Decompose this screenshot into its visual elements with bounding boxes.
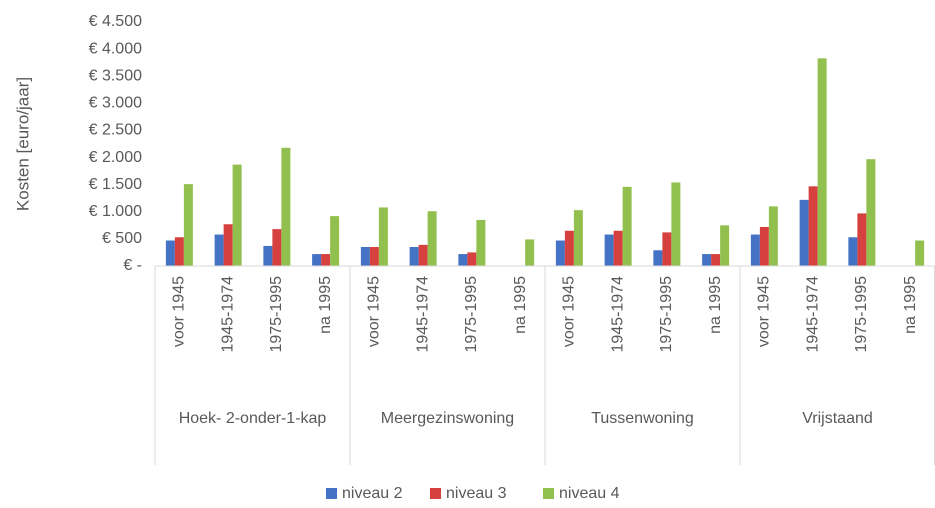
legend-swatch (326, 488, 337, 499)
bar (183, 184, 193, 266)
bar (427, 211, 437, 266)
bar (165, 240, 175, 266)
y-tick-label: € 2.000 (89, 149, 142, 166)
y-tick-label: € 3.000 (89, 95, 142, 112)
y-tick-label: € 500 (102, 230, 142, 247)
y-tick-label: € - (123, 257, 142, 274)
bar (174, 237, 184, 266)
x-tick-label: 1975-1995 (268, 276, 285, 353)
legend-label: niveau 2 (342, 485, 403, 502)
group-label: Hoek- 2-onder-1-kap (178, 410, 327, 427)
bar (409, 247, 419, 266)
y-tick-label: € 1.000 (89, 203, 142, 220)
bar (573, 210, 583, 266)
y-tick-label: € 2.500 (89, 122, 142, 139)
bar (613, 230, 623, 266)
x-tick-label: 1975-1995 (463, 276, 480, 353)
bar (866, 159, 876, 266)
bar (848, 237, 858, 266)
bar (330, 216, 340, 266)
x-tick-label: na 1995 (317, 276, 334, 334)
y-axis-label: Kosten [euro/jaar] (13, 77, 32, 211)
x-tick-label: voor 1945 (561, 276, 578, 347)
bar (418, 244, 428, 266)
bar (915, 240, 925, 266)
x-tick-label: na 1995 (902, 276, 919, 334)
bar (458, 254, 468, 266)
x-tick-label: 1975-1995 (853, 276, 870, 353)
bar (281, 147, 291, 266)
bar (378, 207, 388, 266)
x-tick-label: na 1995 (512, 276, 529, 334)
bar (817, 58, 827, 266)
legend-swatch (543, 488, 554, 499)
bar (799, 199, 809, 266)
bar (622, 186, 632, 266)
bar (476, 219, 486, 266)
x-tick-label: 1945-1974 (609, 276, 626, 353)
bar (312, 254, 322, 266)
bar (720, 225, 730, 266)
x-tick-label: 1975-1995 (658, 276, 675, 353)
bar (653, 250, 663, 266)
bar (564, 230, 574, 266)
bar (232, 164, 242, 266)
group-label: Meergezinswoning (380, 410, 515, 427)
bar (768, 206, 778, 266)
bar (671, 182, 681, 266)
bar (321, 254, 331, 266)
y-tick-label: € 4.500 (89, 13, 142, 30)
legend-label: niveau 4 (559, 485, 620, 502)
bar (272, 229, 282, 266)
bar (604, 234, 614, 266)
bar (467, 252, 477, 266)
bar (369, 247, 379, 266)
bar (360, 247, 370, 266)
x-tick-label: 1945-1974 (219, 276, 236, 353)
group-label: Tussenwoning (591, 410, 694, 427)
bar (555, 240, 565, 266)
bar (759, 226, 769, 266)
bar (223, 224, 233, 266)
bar (857, 213, 867, 266)
legend-label: niveau 3 (446, 485, 507, 502)
y-tick-label: € 1.500 (89, 176, 142, 193)
bar (702, 254, 712, 266)
y-tick-label: € 4.000 (89, 40, 142, 57)
x-tick-label: voor 1945 (171, 276, 188, 347)
bar (214, 234, 224, 266)
legend-swatch (430, 488, 441, 499)
bar (808, 186, 818, 266)
bar (263, 245, 273, 266)
bar (662, 232, 672, 266)
x-tick-label: 1945-1974 (414, 276, 431, 353)
bar (750, 234, 760, 266)
x-tick-label: voor 1945 (366, 276, 383, 347)
group-label: Vrijstaand (802, 410, 873, 427)
bar (525, 239, 535, 266)
bar (711, 254, 721, 266)
x-tick-label: 1945-1974 (804, 276, 821, 353)
y-tick-label: € 3.500 (89, 67, 142, 84)
x-tick-label: voor 1945 (756, 276, 773, 347)
x-tick-label: na 1995 (707, 276, 724, 334)
